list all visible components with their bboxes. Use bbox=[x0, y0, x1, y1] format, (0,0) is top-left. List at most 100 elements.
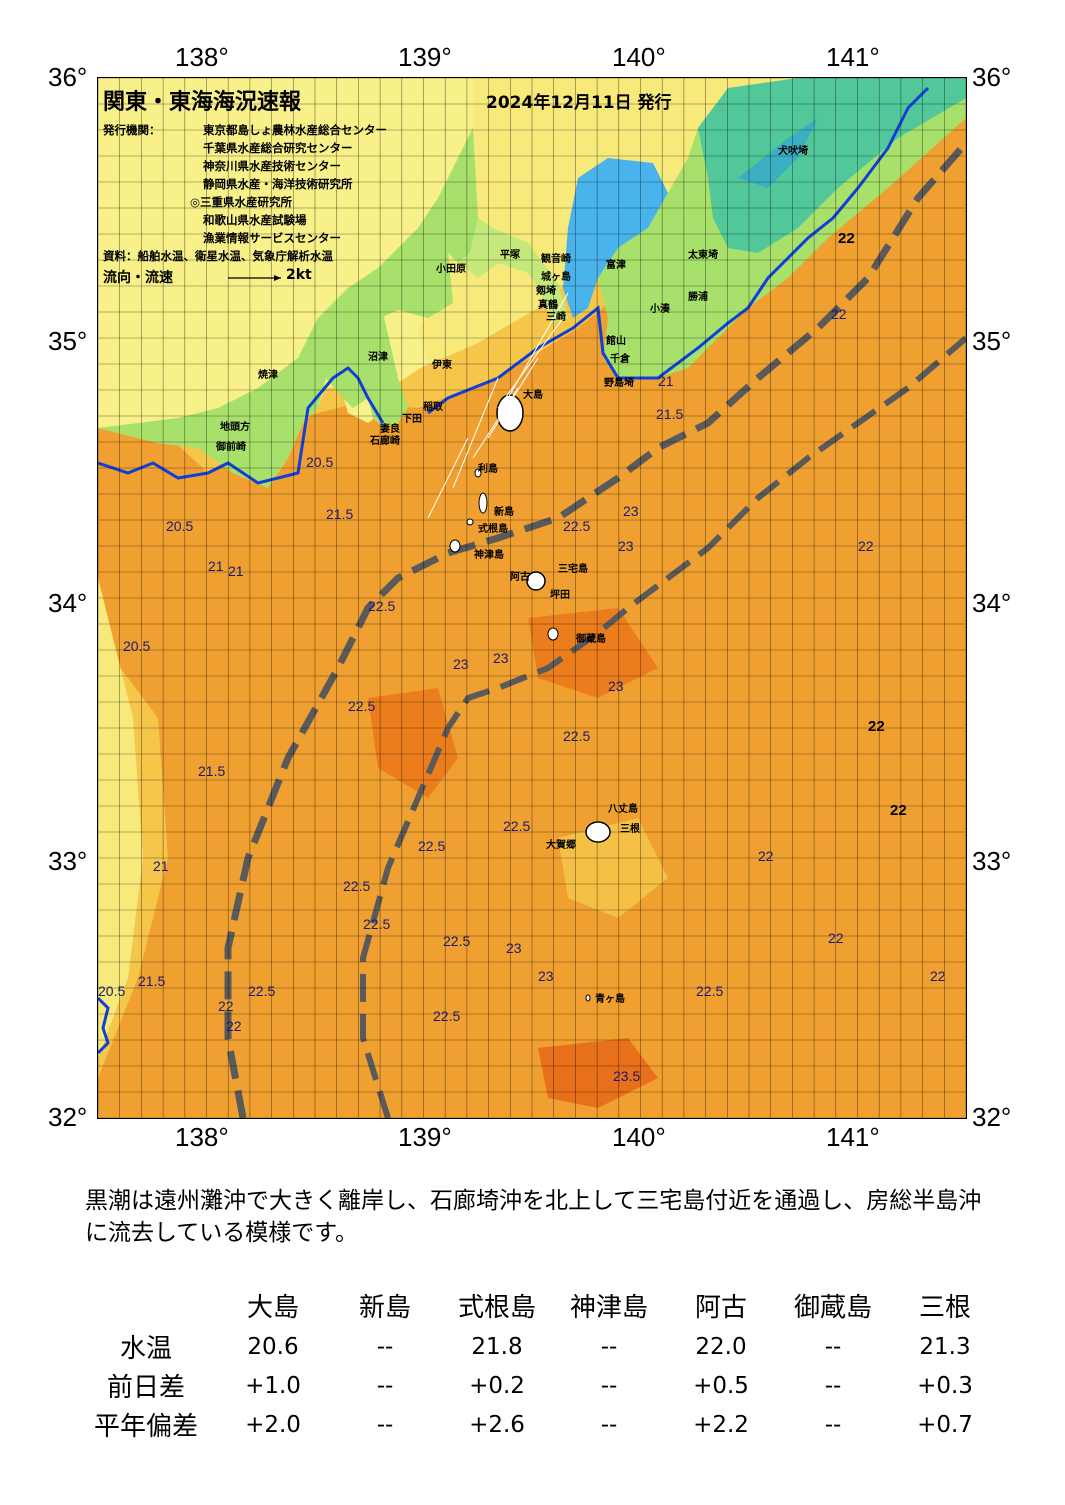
sea-cool-water-west bbox=[98, 578, 143, 1058]
place-kominato: 小湊 bbox=[650, 304, 670, 315]
place-tateyama: 館山 bbox=[606, 336, 626, 347]
station-name: 三根 bbox=[918, 1292, 971, 1323]
place-okago: 大賀郷 bbox=[546, 840, 576, 851]
place-shimoda: 下田 bbox=[402, 414, 422, 425]
lat-label-32-right: 32° bbox=[972, 1102, 1012, 1132]
place-jogashima: 城ヶ島 bbox=[541, 272, 571, 283]
cell-value: -- bbox=[824, 1372, 842, 1399]
contour-label: 22.5 bbox=[248, 983, 276, 999]
cell-value: 20.6 bbox=[247, 1333, 299, 1360]
place-nojimasaki: 野島埼 bbox=[604, 378, 634, 389]
contour-label: 23.5 bbox=[613, 1068, 641, 1084]
place-futtsu: 富津 bbox=[606, 260, 626, 271]
island-aogashima bbox=[585, 994, 591, 1002]
summary-text: 黒潮は遠州灘沖で大きく離岸し、石廊埼沖を北上して三宅島付近を通過し、房総半島沖に… bbox=[85, 1188, 982, 1246]
lon-label-140-bottom: 140° bbox=[612, 1122, 666, 1152]
row-label: 平年偏差 bbox=[93, 1412, 198, 1442]
cell-value: -- bbox=[600, 1333, 618, 1360]
place-tsurugisaki: 剱埼 bbox=[536, 286, 556, 297]
place-odawara: 小田原 bbox=[436, 264, 466, 275]
island-hachijojima bbox=[585, 821, 611, 843]
place-kozushima: 神津島 bbox=[474, 550, 504, 561]
contour-label: 21.5 bbox=[326, 506, 354, 522]
table-row: 水温 20.6 -- 21.8 -- 22.0 -- 21.3 bbox=[75, 1327, 1001, 1366]
table-header-row: 大島 新島 式根島 神津島 阿古 御蔵島 三根 bbox=[75, 1283, 1001, 1327]
map-canvas bbox=[98, 78, 966, 1118]
contour-label: 21.5 bbox=[138, 973, 166, 989]
cell-value: -- bbox=[824, 1411, 842, 1438]
lat-label-36-right: 36° bbox=[972, 62, 1012, 92]
place-chikura: 千倉 bbox=[610, 354, 630, 365]
row-label: 前日差 bbox=[106, 1373, 185, 1403]
place-mera: 妻良 bbox=[380, 424, 400, 435]
cell-value: -- bbox=[824, 1333, 842, 1360]
station-name: 阿古 bbox=[694, 1292, 747, 1323]
place-inubosaki: 犬吠埼 bbox=[778, 146, 808, 157]
issuer-4: 静岡県水産・海洋技術研究所 bbox=[203, 177, 353, 191]
contour-label: 21 bbox=[658, 373, 674, 389]
place-tatosaki: 太東埼 bbox=[688, 250, 718, 261]
data-source: 資料：船舶水温、衛星水温、気象庁解析水温 bbox=[103, 249, 333, 263]
place-oshima: 大島 bbox=[523, 390, 543, 401]
issuer-label: 発行機関： bbox=[103, 123, 161, 137]
contour-label: 22.5 bbox=[343, 878, 371, 894]
place-yaizu: 焼津 bbox=[258, 370, 278, 381]
lon-label-141-top: 141° bbox=[826, 42, 880, 72]
river-line-sw bbox=[98, 996, 110, 1055]
lat-label-35-right: 35° bbox=[972, 326, 1012, 356]
contour-label: 22 bbox=[838, 230, 855, 247]
contour-label: 21.5 bbox=[656, 406, 684, 422]
contour-label: 22 bbox=[758, 848, 774, 864]
sea-warmest-patch-1 bbox=[368, 688, 458, 798]
place-misaki: 三崎 bbox=[546, 312, 566, 323]
cell-value: -- bbox=[600, 1372, 618, 1399]
contour-label: 22.5 bbox=[443, 933, 471, 949]
place-irozaki: 石廊崎 bbox=[370, 436, 400, 447]
contour-label: 21 bbox=[208, 558, 224, 574]
contour-label: 21.5 bbox=[198, 763, 226, 779]
cell-value: -- bbox=[376, 1411, 394, 1438]
contour-label: 23 bbox=[506, 940, 522, 956]
lon-label-138-top: 138° bbox=[175, 42, 229, 72]
table-row: 前日差 +1.0 -- +0.2 -- +0.5 -- +0.3 bbox=[75, 1366, 1001, 1405]
current-vectors bbox=[427, 292, 569, 519]
cell-value: -- bbox=[376, 1372, 394, 1399]
lat-lon-grid bbox=[98, 78, 966, 1118]
place-ako: 阿古 bbox=[510, 572, 530, 583]
flow-label: 流向・流速 bbox=[103, 270, 173, 286]
place-toshima: 利島 bbox=[478, 464, 498, 475]
contour-label: 22.5 bbox=[563, 728, 591, 744]
place-shikinejima: 式根島 bbox=[478, 524, 508, 535]
place-omaezaki: 御前崎 bbox=[216, 442, 246, 453]
place-kannonzaki: 観音崎 bbox=[541, 254, 571, 265]
contour-label: 22.5 bbox=[363, 916, 391, 932]
cell-value: +2.2 bbox=[693, 1411, 749, 1438]
kuroshio-axis-south bbox=[360, 335, 966, 1118]
place-jitokata: 地頭方 bbox=[220, 422, 250, 433]
issuer-6: 和歌山県水産試験場 bbox=[203, 213, 307, 227]
cell-value: +0.7 bbox=[917, 1411, 973, 1438]
place-katsuura: 勝浦 bbox=[688, 292, 708, 303]
station-name: 大島 bbox=[246, 1292, 299, 1323]
place-manazuru: 真鶴 bbox=[538, 300, 558, 311]
contour-label: 22 bbox=[858, 538, 874, 554]
contour-label: 20.5 bbox=[123, 638, 151, 654]
lon-label-139-top: 139° bbox=[398, 42, 452, 72]
contour-label: 21 bbox=[228, 563, 244, 579]
contour-label: 22.5 bbox=[696, 983, 724, 999]
island-niijima bbox=[478, 492, 488, 514]
place-niijima: 新島 bbox=[494, 507, 514, 518]
lat-label-35-left: 35° bbox=[48, 326, 88, 356]
land-kanagawa bbox=[448, 218, 568, 323]
contour-label: 20.5 bbox=[166, 518, 194, 534]
table-row: 平年偏差 +2.0 -- +2.6 -- +2.2 -- +0.7 bbox=[75, 1405, 1001, 1444]
station-name: 御蔵島 bbox=[793, 1292, 872, 1323]
island-shikinejima bbox=[466, 518, 474, 526]
contour-label: 22 bbox=[868, 718, 885, 735]
cell-value: +2.6 bbox=[469, 1411, 525, 1438]
contour-label: 21 bbox=[153, 858, 169, 874]
station-name: 神津島 bbox=[569, 1292, 648, 1323]
lon-label-138-bottom: 138° bbox=[175, 1122, 229, 1152]
station-name: 式根島 bbox=[457, 1292, 536, 1323]
sea-warmest-patch-3 bbox=[538, 1038, 658, 1108]
